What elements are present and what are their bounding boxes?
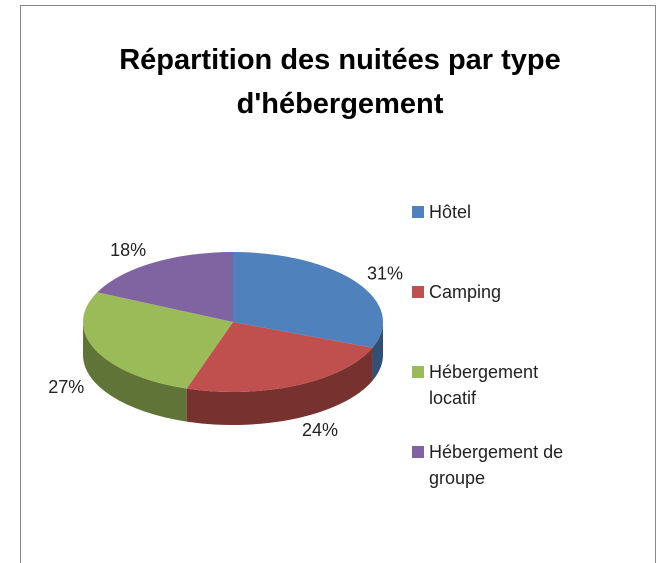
data-label: 27%: [48, 377, 84, 397]
pie-slice: [97, 252, 233, 322]
pie: 31% 24% 27% 18%: [48, 240, 403, 440]
data-label: 31%: [367, 264, 403, 284]
chart-frame: [20, 5, 656, 563]
data-label: 24%: [302, 420, 338, 440]
legend-swatch: [412, 366, 424, 378]
pie-side: [372, 322, 383, 381]
legend-label: Hébergement locatif: [429, 362, 539, 408]
legend-item: Camping: [412, 279, 602, 305]
pie-side: [186, 347, 373, 425]
legend-swatch: [412, 206, 424, 218]
legend-item: Hôtel: [412, 199, 602, 225]
pie-slice: [186, 322, 373, 392]
data-label: 18%: [110, 240, 146, 260]
legend-swatch: [412, 446, 424, 458]
legend-swatch: [412, 286, 424, 298]
legend-label: Camping: [429, 282, 502, 302]
pie-side: [83, 322, 187, 422]
pie-slice: [233, 252, 383, 348]
legend-item: Hébergement locatif: [412, 359, 602, 411]
pie-slice: [83, 292, 233, 389]
legend-item: Hébergement de groupe: [412, 439, 602, 491]
legend-label: Hôtel: [429, 202, 472, 222]
legend-label: Hébergement de groupe: [429, 442, 564, 488]
chart-title: Répartition des nuitées par type d'héber…: [119, 44, 561, 120]
